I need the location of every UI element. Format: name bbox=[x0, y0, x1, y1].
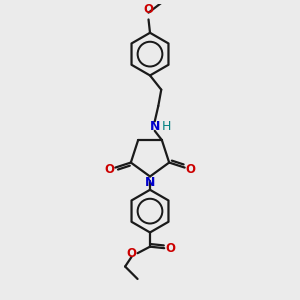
Text: N: N bbox=[150, 120, 160, 133]
Text: O: O bbox=[127, 247, 136, 260]
Text: O: O bbox=[143, 3, 154, 16]
Text: O: O bbox=[185, 163, 195, 176]
Text: O: O bbox=[105, 163, 115, 176]
Text: H: H bbox=[161, 120, 171, 133]
Text: O: O bbox=[165, 242, 175, 255]
Text: N: N bbox=[145, 176, 155, 190]
